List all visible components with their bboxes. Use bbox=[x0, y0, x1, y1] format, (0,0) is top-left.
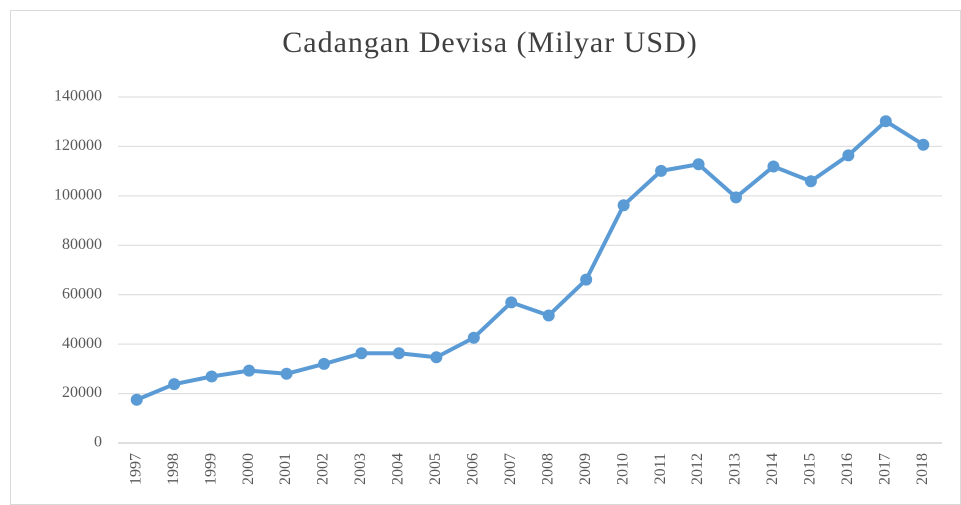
marker bbox=[430, 351, 443, 364]
marker bbox=[280, 367, 293, 380]
x-tick-label: 2017 bbox=[876, 453, 893, 485]
x-tick-label: 2000 bbox=[240, 453, 257, 485]
x-tick-label: 2014 bbox=[764, 453, 781, 485]
marker bbox=[505, 296, 518, 309]
x-tick-label: 2006 bbox=[464, 453, 481, 485]
x-tick-label: 1999 bbox=[202, 453, 219, 485]
marker bbox=[730, 191, 742, 204]
x-tick-label: 2008 bbox=[539, 453, 556, 485]
x-tick-label: 2005 bbox=[427, 453, 444, 485]
marker bbox=[917, 138, 930, 151]
x-tick-label: 2016 bbox=[839, 453, 856, 485]
y-tick-label: 100000 bbox=[54, 187, 102, 204]
marker bbox=[842, 149, 855, 162]
marker bbox=[879, 115, 892, 128]
y-tick-label: 20000 bbox=[62, 384, 102, 401]
x-tick-label: 1998 bbox=[165, 453, 182, 485]
marker bbox=[542, 309, 555, 322]
marker bbox=[617, 199, 630, 212]
x-tick-label: 2015 bbox=[802, 453, 819, 485]
marker bbox=[355, 347, 368, 360]
marker bbox=[392, 347, 405, 360]
x-tick-label: 2009 bbox=[577, 453, 594, 485]
marker bbox=[655, 164, 668, 177]
marker bbox=[318, 357, 330, 370]
y-tick-label: 40000 bbox=[62, 335, 102, 352]
x-tick-label: 1997 bbox=[127, 453, 144, 485]
x-tick-label: 2011 bbox=[652, 453, 669, 484]
y-tick-label: 60000 bbox=[62, 285, 102, 302]
y-tick-label: 0 bbox=[94, 434, 102, 451]
chart-border bbox=[10, 10, 961, 505]
x-tick-label: 2012 bbox=[689, 453, 706, 485]
y-tick-label: 80000 bbox=[62, 236, 102, 253]
x-tick-label: 2001 bbox=[277, 453, 294, 485]
marker bbox=[692, 158, 705, 171]
x-tick-label: 2003 bbox=[352, 453, 369, 485]
x-tick-label: 2007 bbox=[502, 453, 519, 485]
marker bbox=[243, 364, 256, 377]
x-tick-label: 2018 bbox=[914, 453, 931, 485]
marker bbox=[580, 273, 593, 286]
x-tick-label: 2013 bbox=[727, 453, 744, 485]
marker bbox=[130, 393, 143, 406]
x-tick-label: 2004 bbox=[390, 453, 407, 485]
marker bbox=[168, 378, 181, 391]
x-tick-label: 2002 bbox=[315, 453, 332, 485]
y-tick-label: 120000 bbox=[54, 137, 102, 154]
marker bbox=[205, 370, 218, 383]
x-tick-label: 2010 bbox=[614, 453, 631, 485]
y-tick-label: 140000 bbox=[54, 88, 102, 105]
marker bbox=[767, 160, 780, 173]
marker bbox=[467, 331, 480, 344]
chart-title: Cadangan Devisa (Milyar USD) bbox=[282, 26, 697, 59]
line bbox=[135, 119, 925, 402]
marker bbox=[804, 175, 817, 188]
